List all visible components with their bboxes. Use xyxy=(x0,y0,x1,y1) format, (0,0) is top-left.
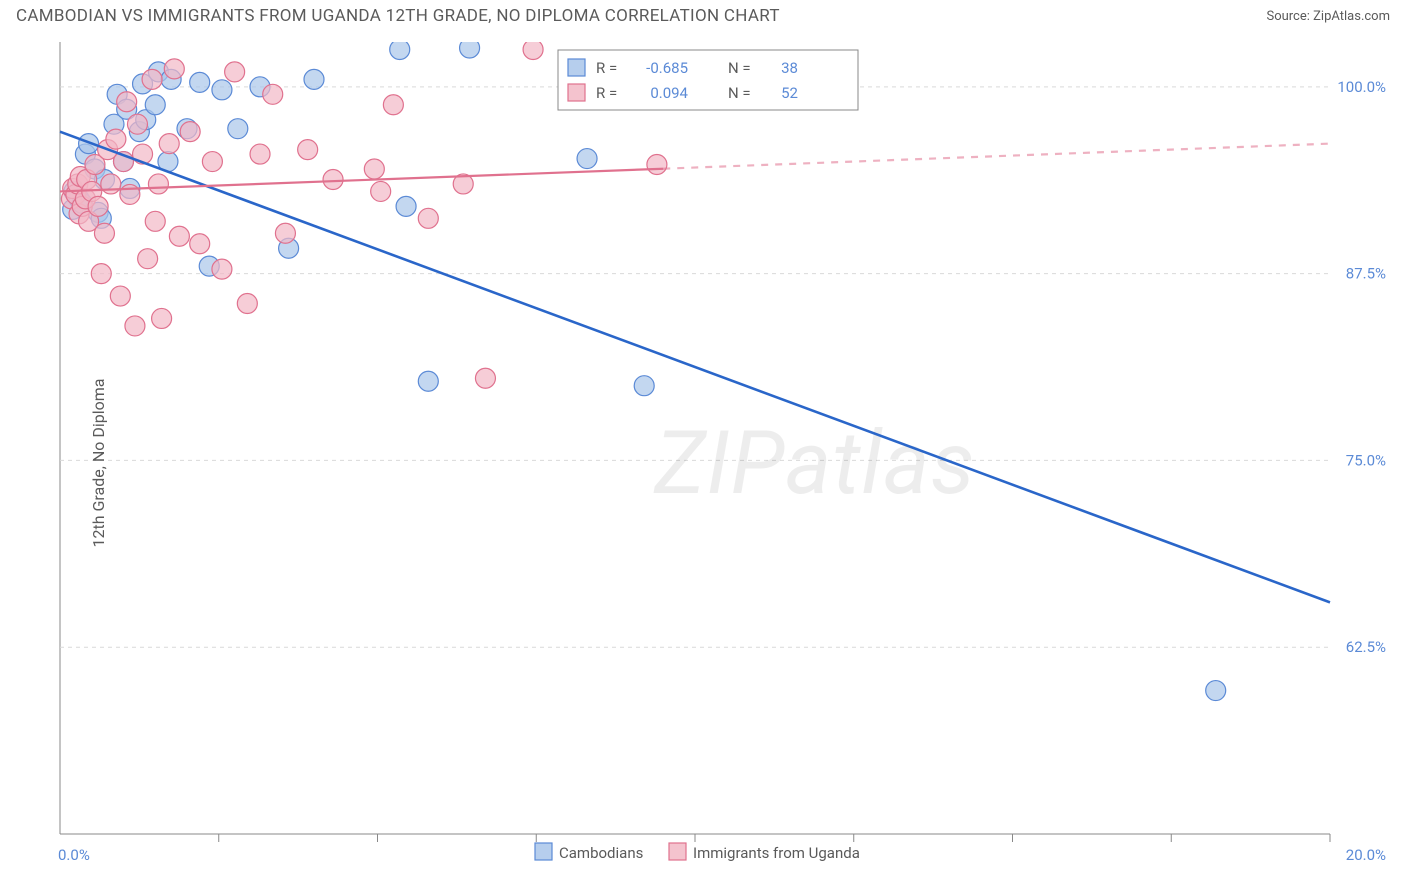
source-attribution: Source: ZipAtlas.com xyxy=(1266,9,1390,24)
chart-title: CAMBODIAN VS IMMIGRANTS FROM UGANDA 12TH… xyxy=(16,6,780,26)
svg-text:N =: N = xyxy=(728,84,751,102)
svg-text:-0.685: -0.685 xyxy=(646,59,688,77)
svg-text:38: 38 xyxy=(781,59,798,77)
svg-text:0.0%: 0.0% xyxy=(58,846,90,864)
svg-text:R =: R = xyxy=(596,59,617,77)
y-axis-label: 12th Grade, No Diploma xyxy=(89,379,108,548)
svg-text:62.5%: 62.5% xyxy=(1346,638,1386,656)
svg-text:52: 52 xyxy=(781,84,798,102)
svg-text:R =: R = xyxy=(596,84,617,102)
svg-text:ZIPatlas: ZIPatlas xyxy=(653,412,975,515)
svg-text:N =: N = xyxy=(728,59,751,77)
svg-text:Immigrants from Uganda: Immigrants from Uganda xyxy=(693,844,860,862)
svg-text:100.0%: 100.0% xyxy=(1337,78,1386,96)
scatter-plot: 62.5% 75.0% 87.5% 100.0% ZIPatlas R = -0.685 N … xyxy=(0,34,1406,892)
svg-text:87.5%: 87.5% xyxy=(1346,265,1386,283)
svg-text:Cambodians: Cambodians xyxy=(559,844,643,862)
svg-text:0.094: 0.094 xyxy=(650,84,688,102)
svg-text:75.0%: 75.0% xyxy=(1346,451,1386,469)
svg-text:20.0%: 20.0% xyxy=(1346,846,1386,864)
